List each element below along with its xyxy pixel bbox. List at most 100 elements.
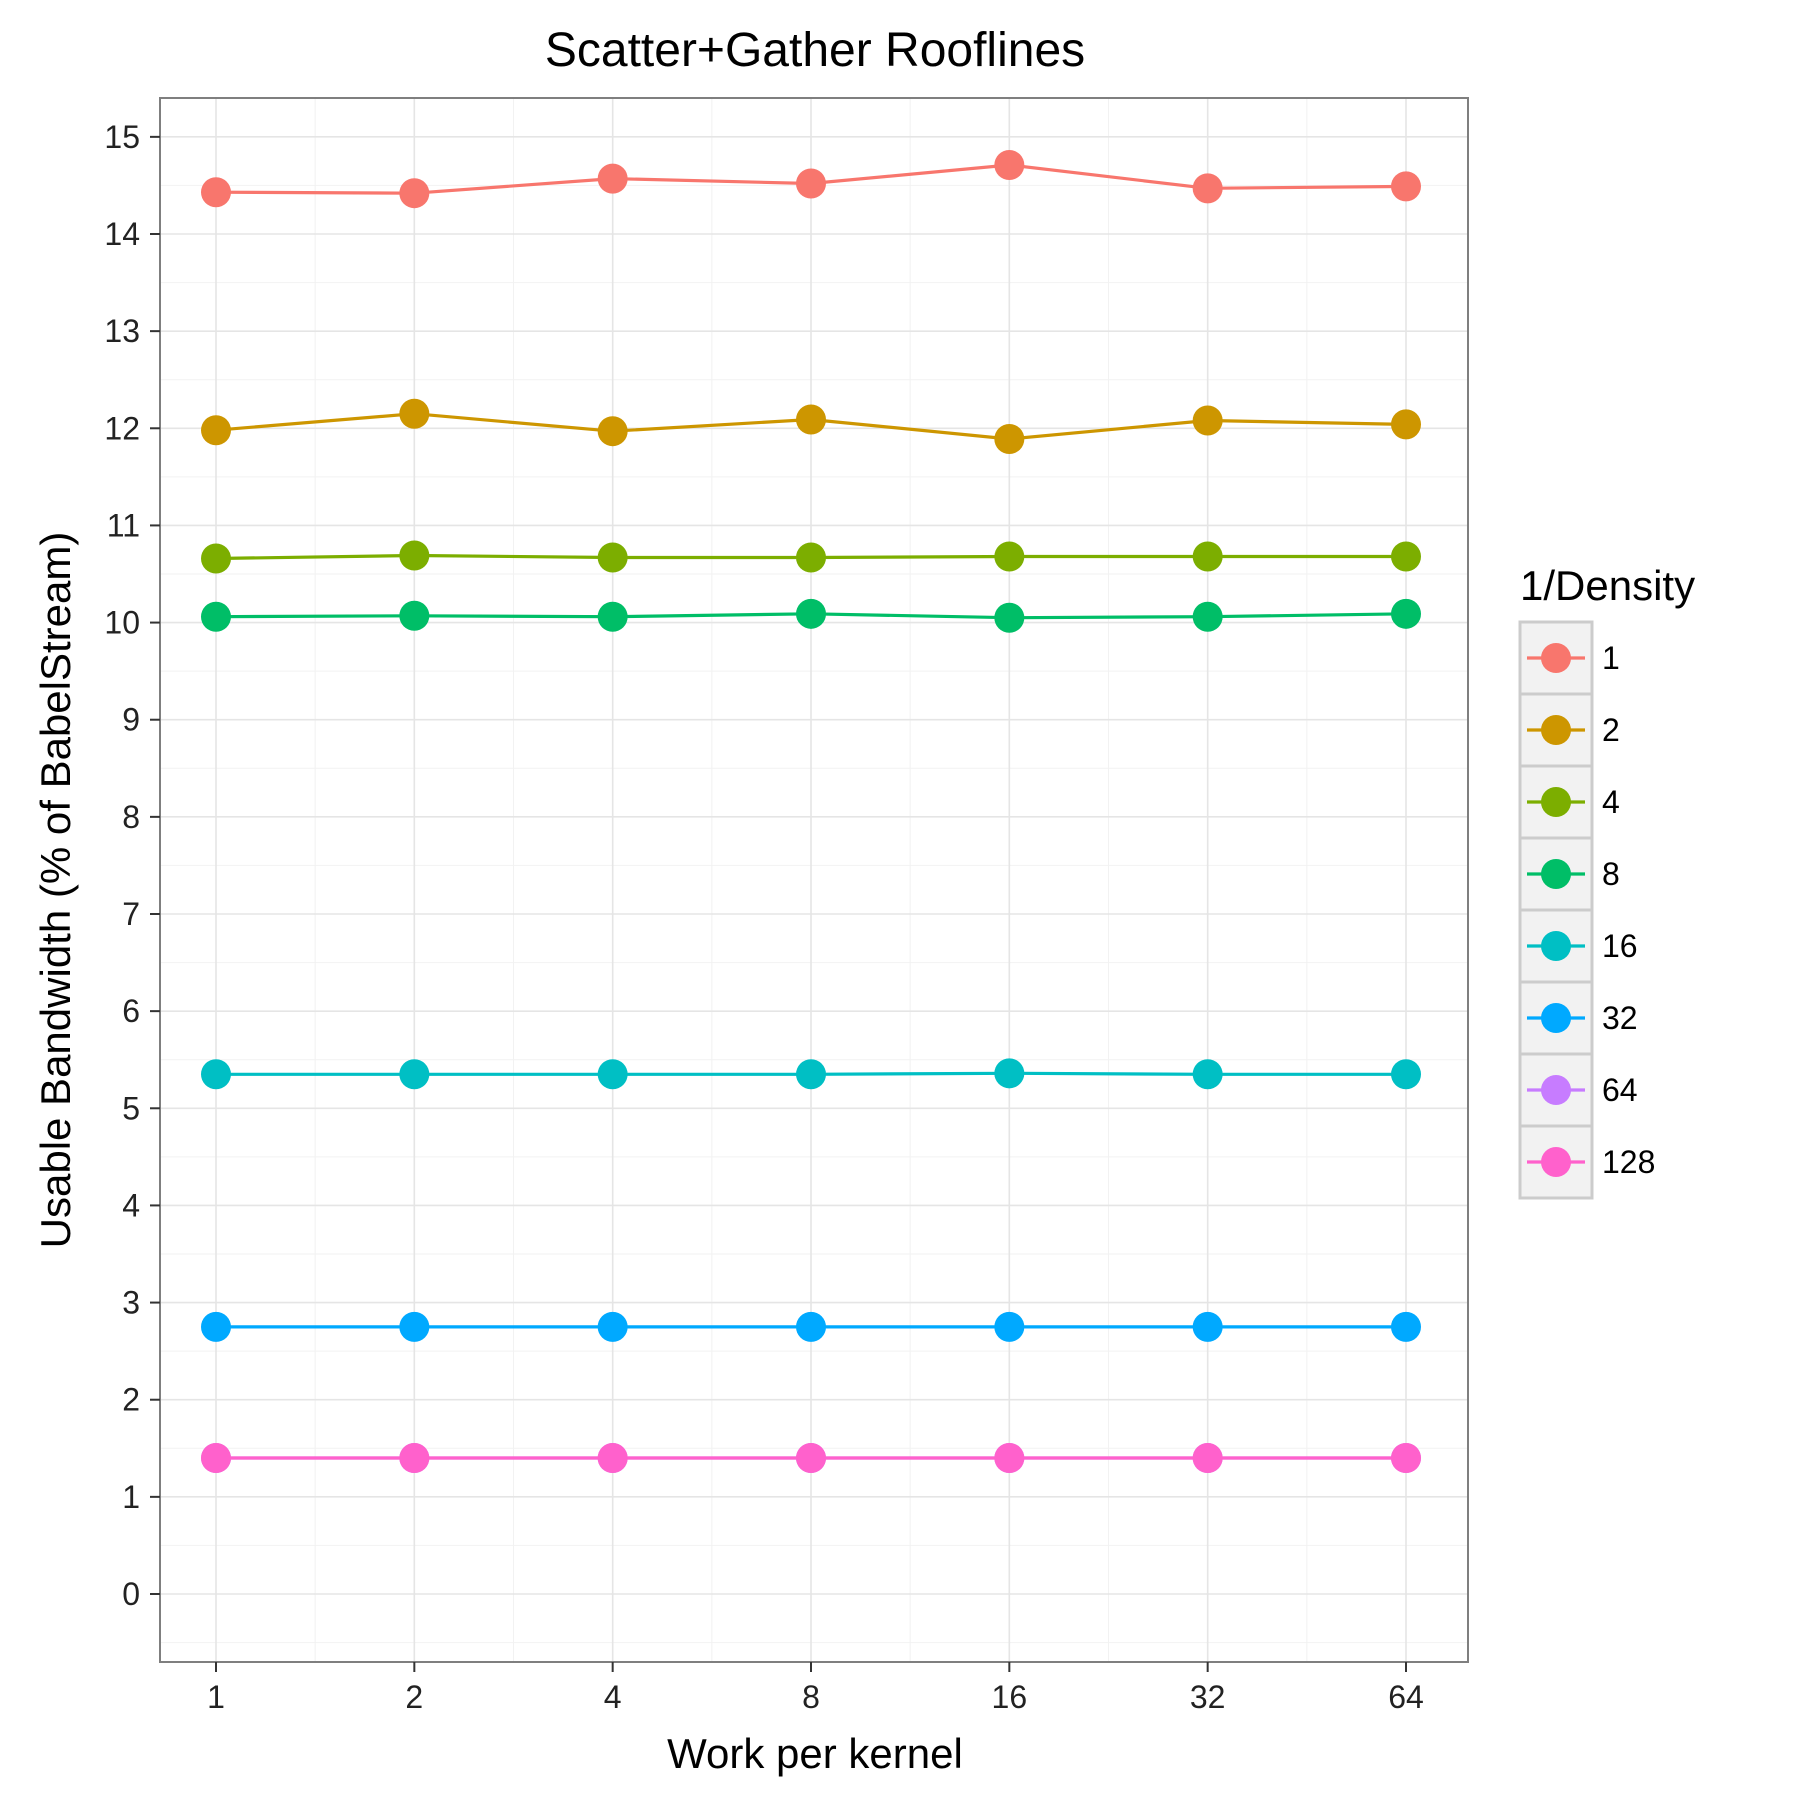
- data-point: [201, 177, 231, 208]
- series-2: [201, 398, 1421, 454]
- legend-item-32: 32: [1518, 980, 1638, 1056]
- legend-label: 64: [1602, 1072, 1638, 1108]
- data-point: [597, 542, 628, 573]
- data-point: [994, 423, 1025, 454]
- x-tick-label: 64: [1388, 1679, 1424, 1715]
- data-point: [1391, 1443, 1421, 1473]
- plot-border: [159, 97, 1469, 1663]
- legend-key-point: [1541, 1147, 1571, 1177]
- data-point: [201, 1059, 231, 1090]
- legend-item-2: 2: [1518, 692, 1620, 768]
- data-point: [1192, 1311, 1223, 1342]
- legend-label: 2: [1602, 712, 1620, 748]
- data-point: [399, 178, 430, 209]
- x-tick-label: 2: [405, 1679, 423, 1715]
- x-tick-label: 1: [207, 1679, 225, 1715]
- data-point: [796, 168, 826, 199]
- x-axis-title: Work per kernel: [667, 1730, 963, 1777]
- data-point: [597, 163, 628, 194]
- data-point: [994, 1058, 1025, 1089]
- legend-key-point: [1541, 1075, 1571, 1105]
- series-layer: [201, 150, 1421, 1473]
- legend-label: 128: [1602, 1144, 1655, 1180]
- data-point: [201, 543, 231, 574]
- x-axis: 1 2 4 8 16 32 64: [207, 1662, 1424, 1715]
- data-point: [399, 1311, 430, 1342]
- data-point: [796, 598, 826, 629]
- legend-key-point: [1541, 715, 1571, 745]
- data-point: [399, 398, 430, 429]
- y-tick-label: 10: [104, 605, 140, 641]
- data-point: [994, 150, 1025, 181]
- y-axis-title: Usable Bandwidth (% of BabelStream): [32, 532, 79, 1249]
- series-32: [201, 1311, 1421, 1342]
- data-point: [1192, 173, 1223, 204]
- legend-item-16: 16: [1518, 908, 1638, 984]
- y-tick-label: 14: [104, 216, 140, 252]
- y-tick-label: 7: [122, 896, 140, 932]
- data-point: [597, 1443, 628, 1473]
- data-point: [201, 601, 231, 632]
- y-tick-label: 6: [122, 993, 140, 1029]
- data-point: [1391, 1311, 1421, 1342]
- x-tick-label: 8: [802, 1679, 820, 1715]
- legend-item-4: 4: [1518, 764, 1620, 840]
- data-point: [994, 602, 1025, 633]
- data-point: [201, 1311, 231, 1342]
- y-tick-label: 1: [122, 1479, 140, 1515]
- series-4: [201, 540, 1421, 574]
- data-point: [597, 1059, 628, 1090]
- series-1: [201, 150, 1421, 209]
- y-tick-label: 9: [122, 702, 140, 738]
- data-point: [399, 600, 430, 631]
- data-point: [1192, 1059, 1223, 1090]
- data-point: [1391, 1059, 1421, 1090]
- data-point: [796, 542, 826, 573]
- plot-background: [160, 98, 1468, 1662]
- x-tick-label: 16: [992, 1679, 1028, 1715]
- legend: 1/Density 1 2 4 8 16 32 64 128: [1518, 562, 1695, 1200]
- series-128: [201, 1443, 1421, 1473]
- legend-key-point: [1541, 1003, 1571, 1033]
- plot-panel: [159, 97, 1469, 1663]
- data-point: [796, 404, 826, 435]
- data-point: [994, 1443, 1025, 1473]
- data-point: [994, 541, 1025, 572]
- data-point: [796, 1443, 826, 1473]
- x-tick-label: 32: [1190, 1679, 1226, 1715]
- legend-label: 8: [1602, 856, 1620, 892]
- legend-label: 16: [1602, 928, 1638, 964]
- data-point: [1192, 601, 1223, 632]
- data-point: [1192, 405, 1223, 436]
- y-tick-label: 5: [122, 1090, 140, 1126]
- legend-label: 32: [1602, 1000, 1638, 1036]
- data-point: [994, 1311, 1025, 1342]
- legend-key-point: [1541, 787, 1571, 817]
- data-point: [796, 1311, 826, 1342]
- y-tick-label: 12: [104, 410, 140, 446]
- y-tick-label: 15: [104, 119, 140, 155]
- legend-item-128: 128: [1518, 1124, 1655, 1200]
- data-point: [201, 415, 231, 446]
- legend-label: 4: [1602, 784, 1620, 820]
- legend-item-64: 64: [1518, 1052, 1638, 1128]
- data-point: [1192, 1443, 1223, 1473]
- data-point: [597, 601, 628, 632]
- x-tick-label: 4: [604, 1679, 622, 1715]
- data-point: [1192, 541, 1223, 572]
- y-tick-label: 8: [122, 799, 140, 835]
- chart-title: Scatter+Gather Rooflines: [545, 24, 1085, 77]
- legend-key-point: [1541, 643, 1571, 673]
- data-point: [597, 1311, 628, 1342]
- legend-key-point: [1541, 859, 1571, 889]
- y-tick-label: 13: [104, 313, 140, 349]
- legend-key-point: [1541, 931, 1571, 961]
- data-point: [399, 1059, 430, 1090]
- legend-title: 1/Density: [1520, 562, 1695, 609]
- data-point: [1391, 171, 1421, 202]
- data-point: [796, 1059, 826, 1090]
- data-point: [399, 1443, 430, 1473]
- series-16: [201, 1058, 1421, 1090]
- y-tick-label: 11: [107, 507, 140, 543]
